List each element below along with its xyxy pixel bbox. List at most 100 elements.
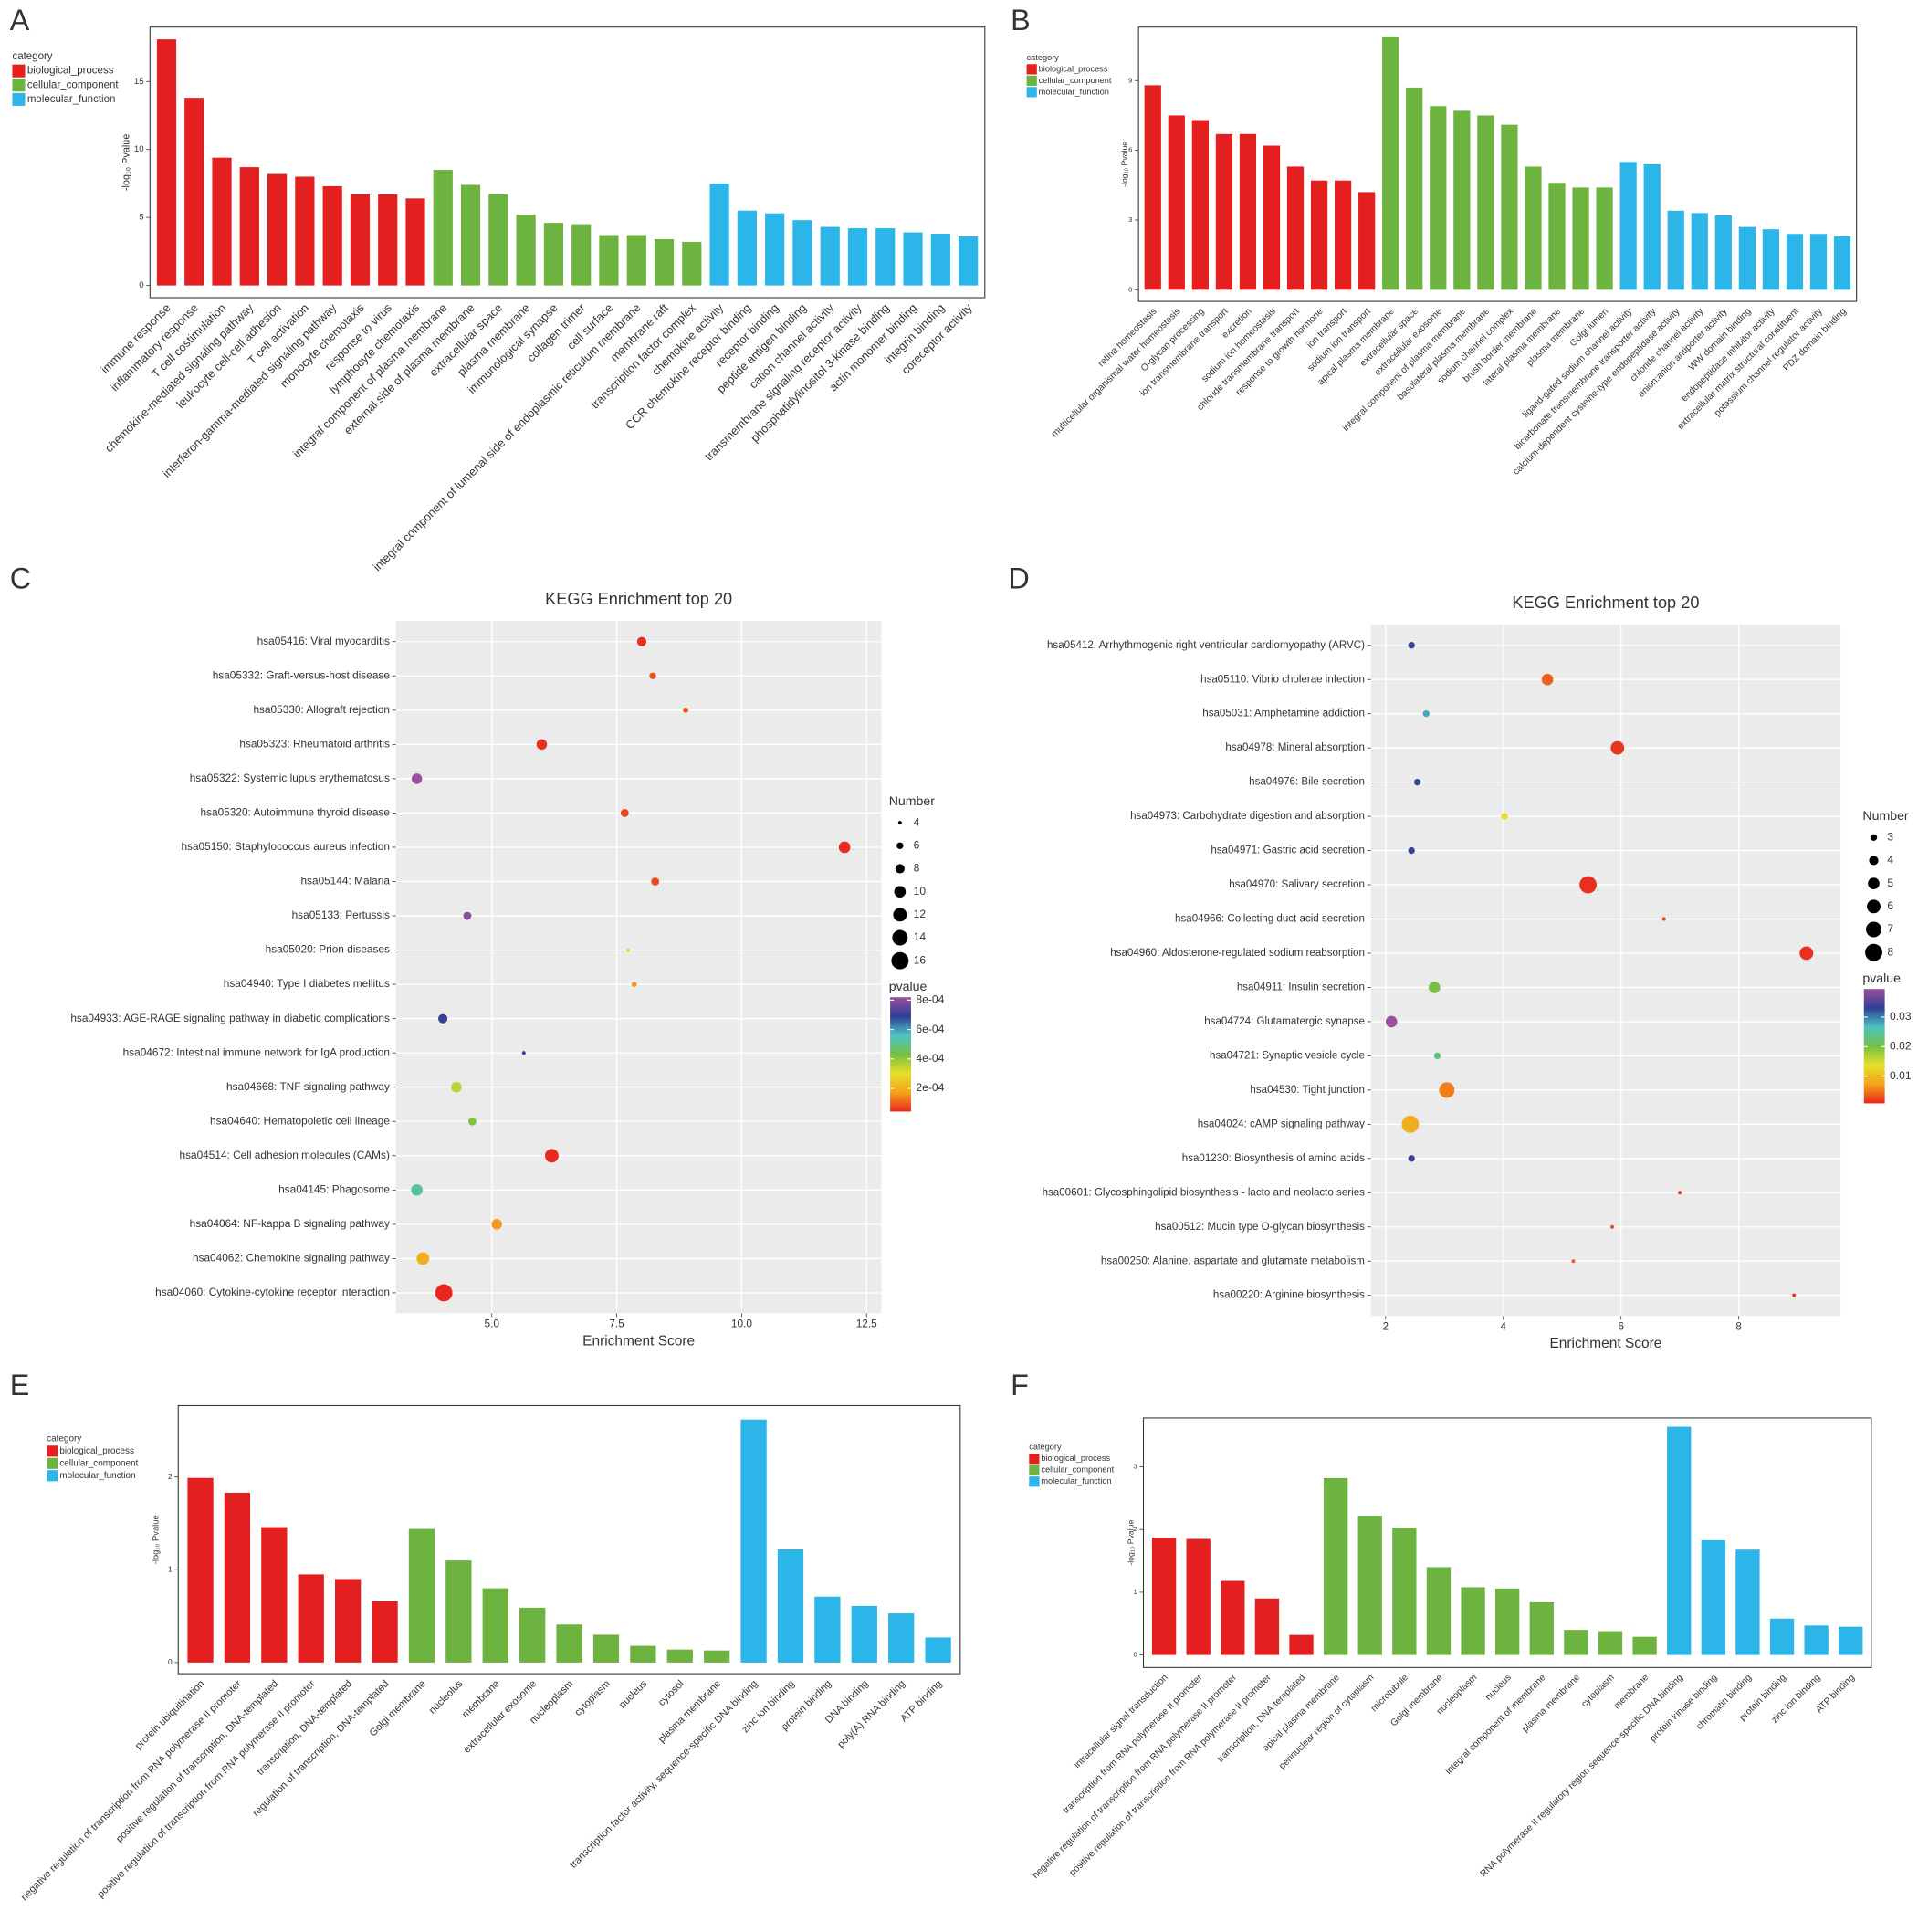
bar — [1358, 192, 1376, 290]
bar — [1461, 1587, 1485, 1655]
point — [463, 911, 472, 920]
y-axis-title: -log₁₀ Pvalue — [1126, 1519, 1135, 1565]
y-tick-label: 1 — [168, 1565, 173, 1573]
bar — [1667, 210, 1684, 290]
legend-label: biological_process — [27, 66, 114, 77]
y-tick-label: hsa05133: Pertussis — [292, 908, 390, 921]
legend-size-key — [892, 929, 908, 946]
panel-letter: F — [1011, 1369, 1029, 1402]
y-tick-label: hsa04976: Bile secretion — [1249, 777, 1365, 788]
bar — [1426, 1567, 1452, 1655]
legend-label: 6 — [914, 838, 920, 851]
y-tick-label: hsa04721: Synaptic vesicle cycle — [1210, 1050, 1365, 1061]
point — [1408, 642, 1415, 649]
bar — [1839, 1626, 1863, 1655]
y-tick-label: hsa05416: Viral myocarditis — [257, 635, 390, 647]
bar — [261, 1527, 288, 1663]
bar — [599, 235, 619, 286]
legend-label: 16 — [914, 953, 927, 966]
legend-title: category — [12, 51, 52, 62]
legend-label: 6e-04 — [916, 1023, 944, 1035]
x-tick-label: 12.5 — [856, 1318, 877, 1330]
bar — [1643, 163, 1661, 290]
bar — [777, 1549, 804, 1663]
legend-size-key — [1868, 877, 1880, 889]
bar — [626, 235, 646, 286]
point — [451, 1082, 462, 1093]
bar — [519, 1607, 546, 1663]
bar — [1495, 1588, 1520, 1655]
bar — [1501, 124, 1518, 290]
plot-panel — [149, 26, 986, 299]
legend-label: 0.01 — [1890, 1069, 1912, 1082]
legend-label: biological_process — [1041, 1454, 1110, 1463]
y-tick-label: hsa04530: Tight junction — [1250, 1085, 1365, 1096]
y-tick-label: 0 — [1128, 285, 1132, 293]
y-axis-title: -log₁₀ Pvalue — [152, 1515, 161, 1564]
legend-label: 2e-04 — [916, 1081, 944, 1094]
legend-label: 4 — [1887, 854, 1893, 866]
bar — [1632, 1636, 1657, 1655]
panel-letter: E — [10, 1369, 30, 1402]
point — [435, 1284, 453, 1302]
bar — [1144, 85, 1161, 290]
bar — [187, 1477, 214, 1663]
bar — [1735, 1549, 1760, 1655]
legend-swatch — [1026, 64, 1037, 75]
y-tick-label: hsa04966: Collecting duct acid secretion — [1175, 914, 1365, 925]
legend-label: 0.03 — [1890, 1010, 1912, 1023]
bar — [1254, 1598, 1280, 1655]
legend-label: cellular_component — [27, 79, 120, 90]
legend-swatch — [47, 1457, 58, 1469]
y-tick-label: hsa05322: Systemic lupus erythematosus — [190, 772, 390, 784]
bar — [1382, 36, 1399, 290]
bar — [592, 1634, 620, 1663]
bar — [1406, 87, 1423, 290]
bar — [1804, 1625, 1829, 1655]
legend-size-key — [897, 821, 902, 825]
y-tick-label: 0 — [139, 280, 143, 290]
bar — [516, 215, 536, 286]
legend-size-key — [1865, 943, 1882, 961]
bar — [350, 194, 371, 286]
legend-title: pvalue — [889, 979, 928, 993]
bar — [847, 228, 868, 286]
chart-title: KEGG Enrichment top 20 — [545, 590, 732, 608]
chart-title: KEGG Enrichment top 20 — [1512, 593, 1699, 612]
y-tick-label: hsa04060: Cytokine-cytokine receptor int… — [155, 1286, 390, 1298]
bar — [212, 157, 232, 286]
bar — [184, 98, 204, 286]
legend-label: 8 — [1887, 945, 1893, 958]
bar — [1548, 183, 1566, 290]
bar — [903, 232, 923, 286]
y-tick-label: hsa05332: Graft-versus-host disease — [213, 668, 391, 681]
legend-swatch — [1029, 1476, 1040, 1487]
legend-title: Number — [889, 793, 936, 808]
y-tick-label: hsa04514: Cell adhesion molecules (CAMs) — [180, 1149, 390, 1161]
bar — [239, 167, 259, 286]
legend-label: 3 — [1887, 830, 1893, 843]
bar — [1701, 1539, 1725, 1655]
bar — [792, 220, 812, 286]
x-tick-label: 4 — [1501, 1321, 1507, 1332]
legend-label: biological_process — [59, 1446, 134, 1456]
bar — [654, 238, 675, 286]
point — [1571, 1259, 1576, 1264]
legend-label: 6 — [1887, 899, 1893, 912]
bar — [1430, 106, 1447, 290]
point — [1428, 982, 1441, 993]
bar — [1809, 234, 1828, 290]
y-tick-label: 2 — [1134, 1525, 1137, 1533]
y-tick-label: hsa01230: Biosynthesis of amino acids — [1182, 1153, 1365, 1164]
point — [620, 809, 629, 817]
y-tick-label: hsa04911: Insulin secretion — [1237, 982, 1365, 993]
y-tick-label: hsa00250: Alanine, aspartate and glutama… — [1101, 1255, 1365, 1266]
point — [1408, 846, 1415, 855]
bar — [1786, 234, 1804, 290]
bar — [1453, 110, 1471, 290]
bar — [959, 236, 979, 286]
point — [1433, 1052, 1441, 1060]
y-tick-label: hsa04970: Salivary secretion — [1229, 879, 1365, 890]
